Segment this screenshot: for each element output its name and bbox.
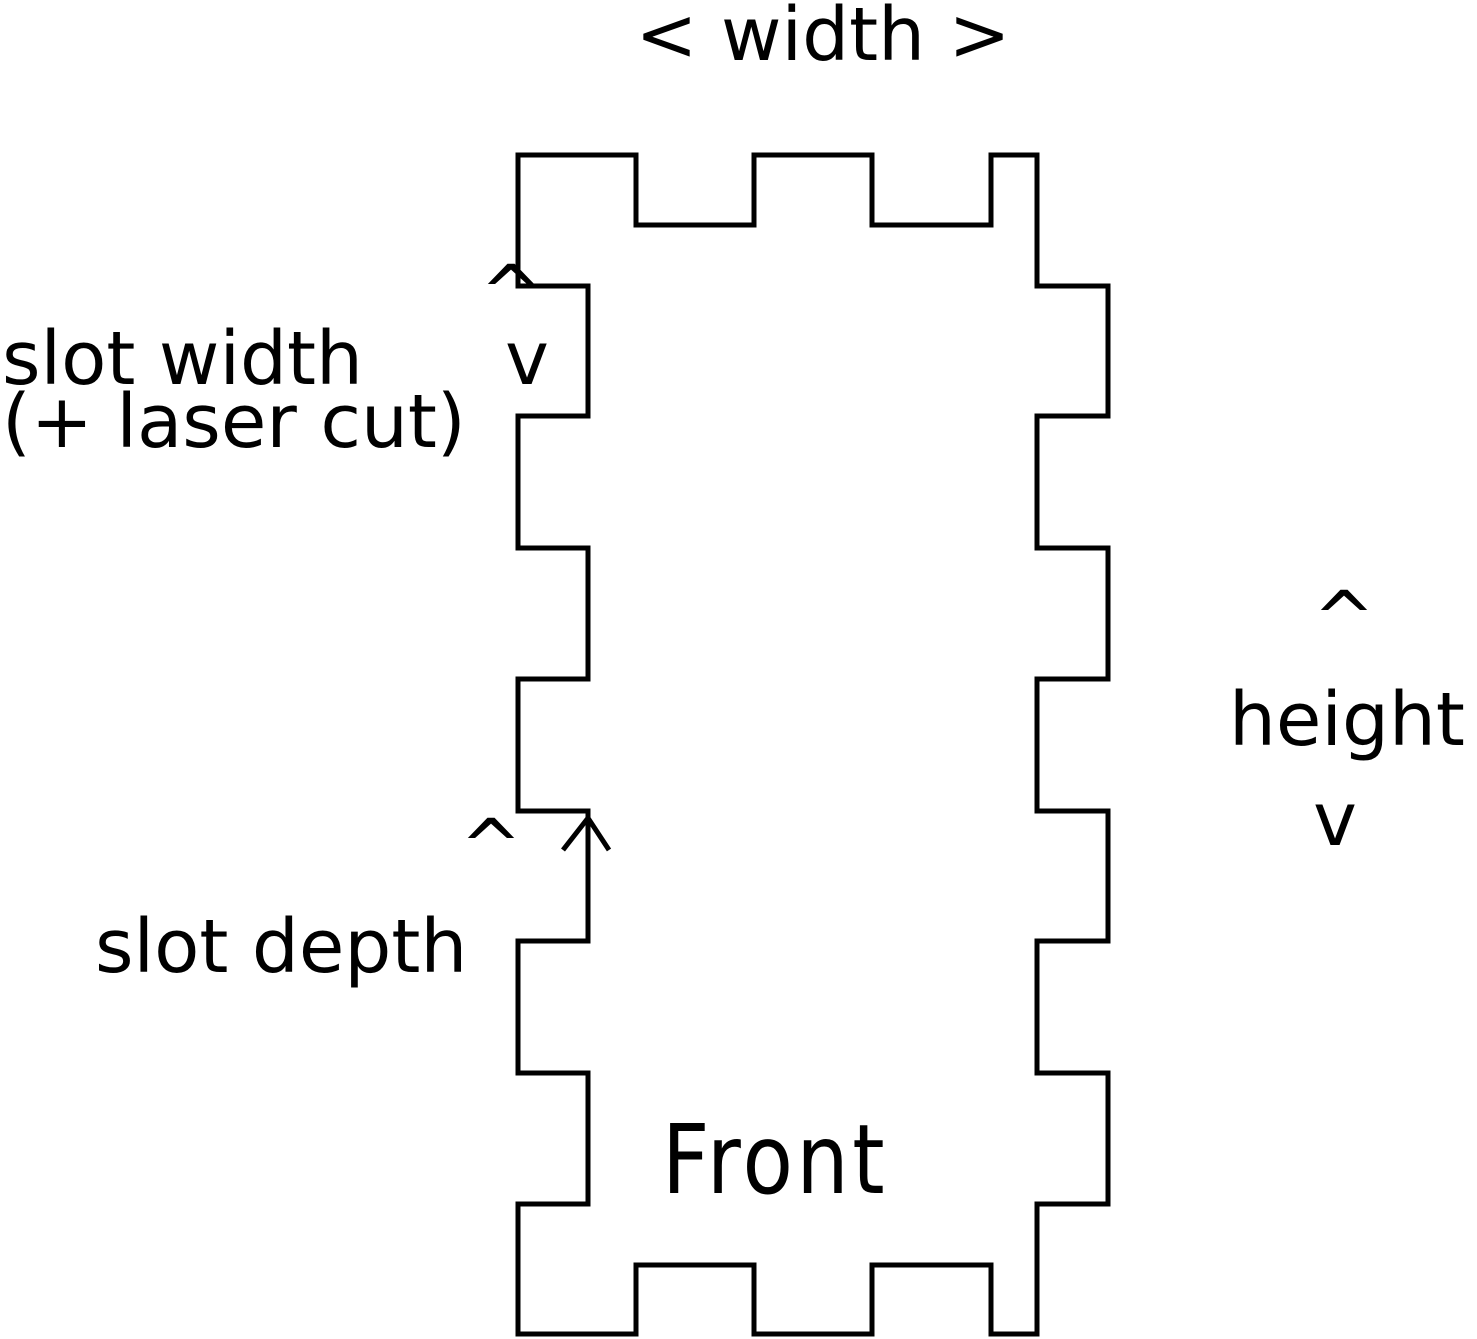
height-label: height [1229, 677, 1465, 763]
slot-width-label: slot width [2, 316, 363, 402]
front-panel-outline [515, 152, 1111, 1337]
width-label: < width > [635, 0, 1010, 78]
slot-depth-arrow-left: ^ [460, 804, 522, 890]
slot-width-arrow-down: v [505, 316, 549, 402]
height-arrow-down: v [1313, 777, 1357, 863]
height-arrow-up: ^ [1313, 576, 1375, 662]
laser-cut-label: (+ laser cut) [2, 379, 466, 465]
front-label: Front [662, 1104, 888, 1216]
slot-depth-label: slot depth [95, 904, 467, 990]
slot-depth-arrow-right [561, 813, 612, 852]
slot-width-arrow-up: ^ [480, 250, 542, 336]
